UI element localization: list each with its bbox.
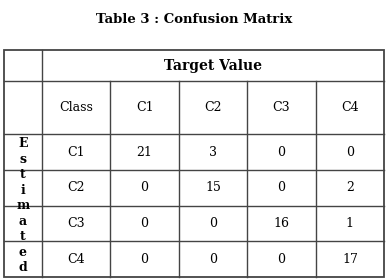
Text: C3: C3	[273, 101, 290, 114]
Text: C4: C4	[67, 253, 85, 266]
Text: C1: C1	[136, 101, 153, 114]
Text: C3: C3	[67, 217, 85, 230]
Text: C2: C2	[68, 181, 85, 194]
Text: 2: 2	[346, 181, 354, 194]
Text: 16: 16	[274, 217, 289, 230]
Text: 0: 0	[277, 181, 286, 194]
Text: C1: C1	[67, 146, 85, 159]
Text: 21: 21	[137, 146, 152, 159]
Text: 0: 0	[140, 217, 149, 230]
Text: C2: C2	[204, 101, 222, 114]
Text: 0: 0	[277, 146, 286, 159]
Text: Class: Class	[59, 101, 93, 114]
Text: 3: 3	[209, 146, 217, 159]
Text: 17: 17	[342, 253, 358, 266]
Text: Table 3 : Confusion Matrix: Table 3 : Confusion Matrix	[96, 13, 292, 26]
Text: 0: 0	[277, 253, 286, 266]
Text: E
s
t
i
m
a
t
e
d: E s t i m a t e d	[16, 137, 29, 274]
Bar	[4, 50, 384, 277]
Text: C4: C4	[341, 101, 359, 114]
Text: Target Value: Target Value	[164, 59, 262, 73]
Text: 15: 15	[205, 181, 221, 194]
Text: 0: 0	[140, 181, 149, 194]
Text: 0: 0	[140, 253, 149, 266]
Text: 0: 0	[209, 253, 217, 266]
Text: 0: 0	[209, 217, 217, 230]
Text: 1: 1	[346, 217, 354, 230]
Text: 0: 0	[346, 146, 354, 159]
